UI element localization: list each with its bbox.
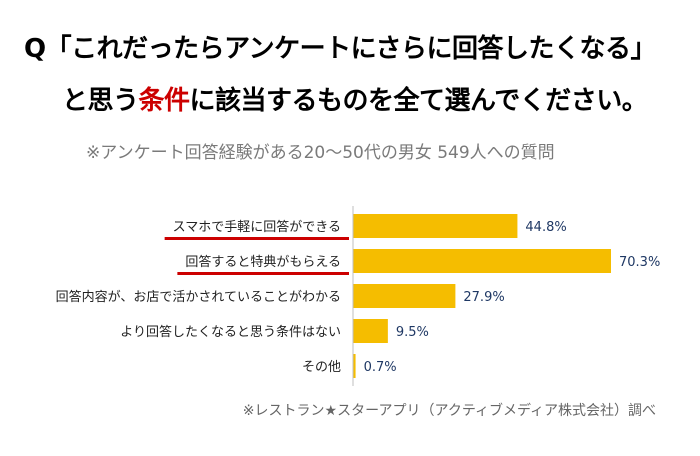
bar-3 — [353, 319, 388, 343]
highlight-underline-0 — [164, 237, 349, 240]
value-label-4: 0.7% — [364, 360, 397, 375]
survey-subtitle: ※アンケート回答経験がある20～50代の男女 549人への質問 — [86, 143, 555, 163]
category-label-1: 回答すると特典がもらえる — [185, 254, 341, 270]
question-line1: Q「これだったらアンケートにさらに回答したくなる」 — [24, 34, 657, 64]
question-line2-after: に該当するものを全て選んでください。 — [189, 86, 648, 116]
value-label-0: 44.8% — [525, 220, 566, 235]
category-label-2: 回答内容が、お店で活かされていることがわかる — [56, 289, 341, 305]
question-line2-before: と思う — [62, 86, 139, 116]
category-label-3: より回答したくなると思う条件はない — [120, 324, 341, 340]
highlight-underline-1 — [177, 272, 349, 275]
category-label-0: スマホで手軽に回答ができる — [173, 219, 341, 235]
value-label-1: 70.3% — [619, 255, 660, 270]
source-note: ※レストラン★スターアプリ（アクティブメディア株式会社）調べ — [242, 403, 656, 419]
bar-0 — [353, 214, 518, 238]
bar-1 — [353, 249, 611, 273]
question-accent-word: 条件 — [138, 86, 191, 116]
bar-4 — [353, 354, 356, 378]
value-label-2: 27.9% — [463, 290, 504, 305]
value-label-3: 9.5% — [396, 325, 429, 340]
bar-2 — [353, 284, 456, 308]
question-line2: と思う条件に該当するものを全て選んでください。 — [62, 80, 648, 117]
category-label-4: その他 — [302, 360, 341, 375]
